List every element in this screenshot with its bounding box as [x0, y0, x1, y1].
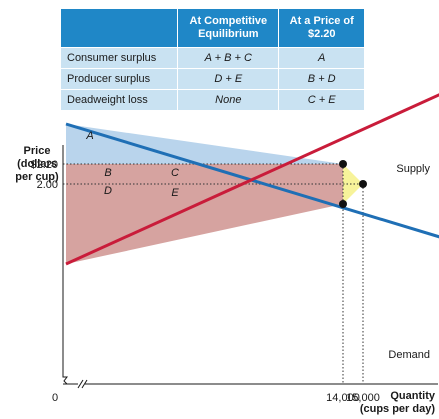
supply-line [65, 93, 439, 266]
header-line: Equilibrium [198, 28, 259, 40]
supply-label: Supply [396, 163, 430, 175]
surplus-table: At Competitive Equilibrium At a Price of… [59, 8, 365, 111]
x-tick-label: 15,000 [346, 392, 380, 404]
row-label: Deadweight loss [59, 89, 179, 111]
y-axis-break [62, 372, 68, 385]
row-label: Consumer surplus [59, 47, 179, 69]
y-tick-label: 2.00 [37, 179, 58, 191]
header-line: At a Price of [289, 15, 354, 27]
y-tick-label: $2.20 [30, 159, 58, 171]
demand-label: Demand [388, 349, 430, 361]
cell-price-220: C + E [278, 89, 365, 111]
origin-label: 0 [52, 392, 58, 404]
y-axis-label-line: Price [24, 145, 51, 157]
dot-supply-at-floor [339, 200, 347, 208]
cell-competitive: D + E [177, 68, 280, 90]
x-axis-break-1 [77, 379, 84, 389]
table-row: Deadweight loss None C + E [59, 89, 365, 111]
table-row: Producer surplus D + E B + D [59, 68, 365, 90]
demand-line [65, 122, 439, 239]
area-a-consumer-surplus [66, 124, 343, 164]
x-axis-label-line: (cups per day) [360, 403, 436, 415]
area-label-b: B [104, 167, 111, 179]
area-c [343, 164, 363, 184]
area-label-c: C [171, 167, 179, 179]
header-line: At Competitive [189, 15, 268, 27]
cell-price-220: B + D [278, 68, 365, 90]
area-d [66, 184, 343, 264]
dot-demand-at-floor [339, 160, 347, 168]
y-axis-label-line: per cup) [15, 171, 59, 183]
area-e [343, 184, 363, 204]
cell-competitive: None [177, 89, 280, 111]
x-axis-break-2 [81, 379, 88, 389]
row-label: Producer surplus [59, 68, 179, 90]
x-axis-label-line: Quantity [390, 390, 435, 402]
cell-competitive: A + B + C [177, 47, 280, 69]
area-label-a: A [85, 130, 93, 142]
table-header-corner [59, 8, 179, 48]
dot-equilibrium [359, 180, 367, 188]
area-label-e: E [171, 187, 179, 199]
area-label-d: D [104, 185, 112, 197]
header-line: $2.20 [307, 28, 336, 40]
cell-price-220: A [278, 47, 365, 69]
surplus-table-container: At Competitive Equilibrium At a Price of… [59, 8, 365, 111]
y-axis-label-line: (dollars [17, 158, 57, 170]
x-tick-label: 14,000 [326, 392, 360, 404]
table-row: Consumer surplus A + B + C A [59, 47, 365, 69]
